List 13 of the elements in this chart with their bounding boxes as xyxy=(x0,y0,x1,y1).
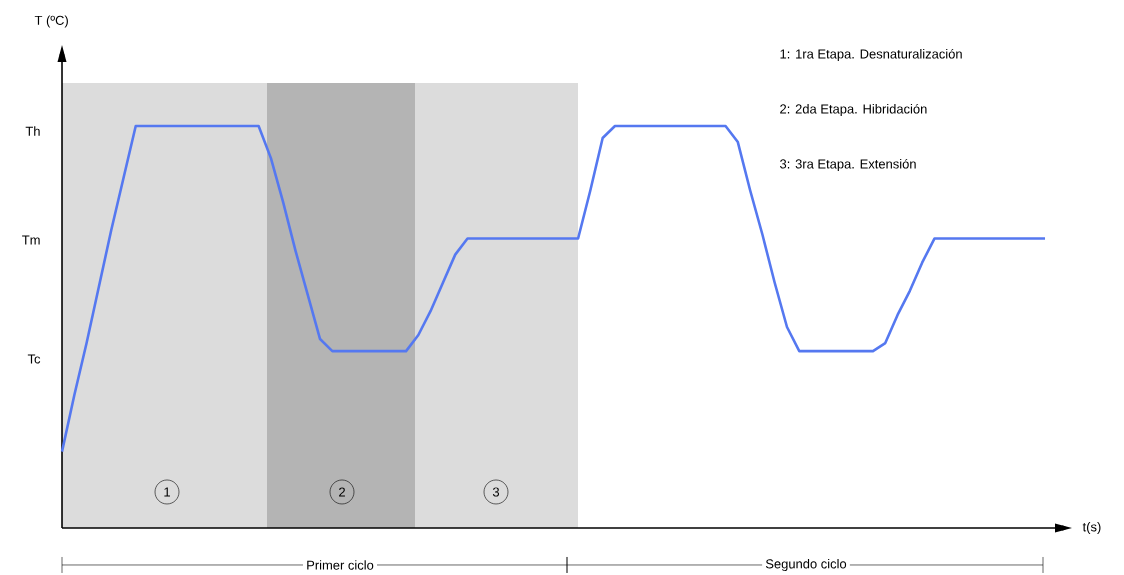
text: 1: 1ra Etapa. Desnaturalización xyxy=(780,48,962,62)
text: Primer ciclo xyxy=(307,560,374,570)
text: Tc xyxy=(27,354,41,364)
text: 2: 2da Etapa. Hibridación xyxy=(780,103,927,117)
x-axis-title: t(s) xyxy=(1082,521,1101,535)
text: Segundo ciclo xyxy=(765,558,847,572)
annotation: 1 xyxy=(164,487,170,497)
annotation: 3 xyxy=(492,487,500,497)
annotation: 2 xyxy=(339,487,345,497)
annotation: 3: 3ra Etapa. Extensión xyxy=(780,158,916,172)
text: Tm xyxy=(22,235,40,245)
text: Th xyxy=(25,126,40,136)
text: T (ºC) xyxy=(34,15,68,28)
